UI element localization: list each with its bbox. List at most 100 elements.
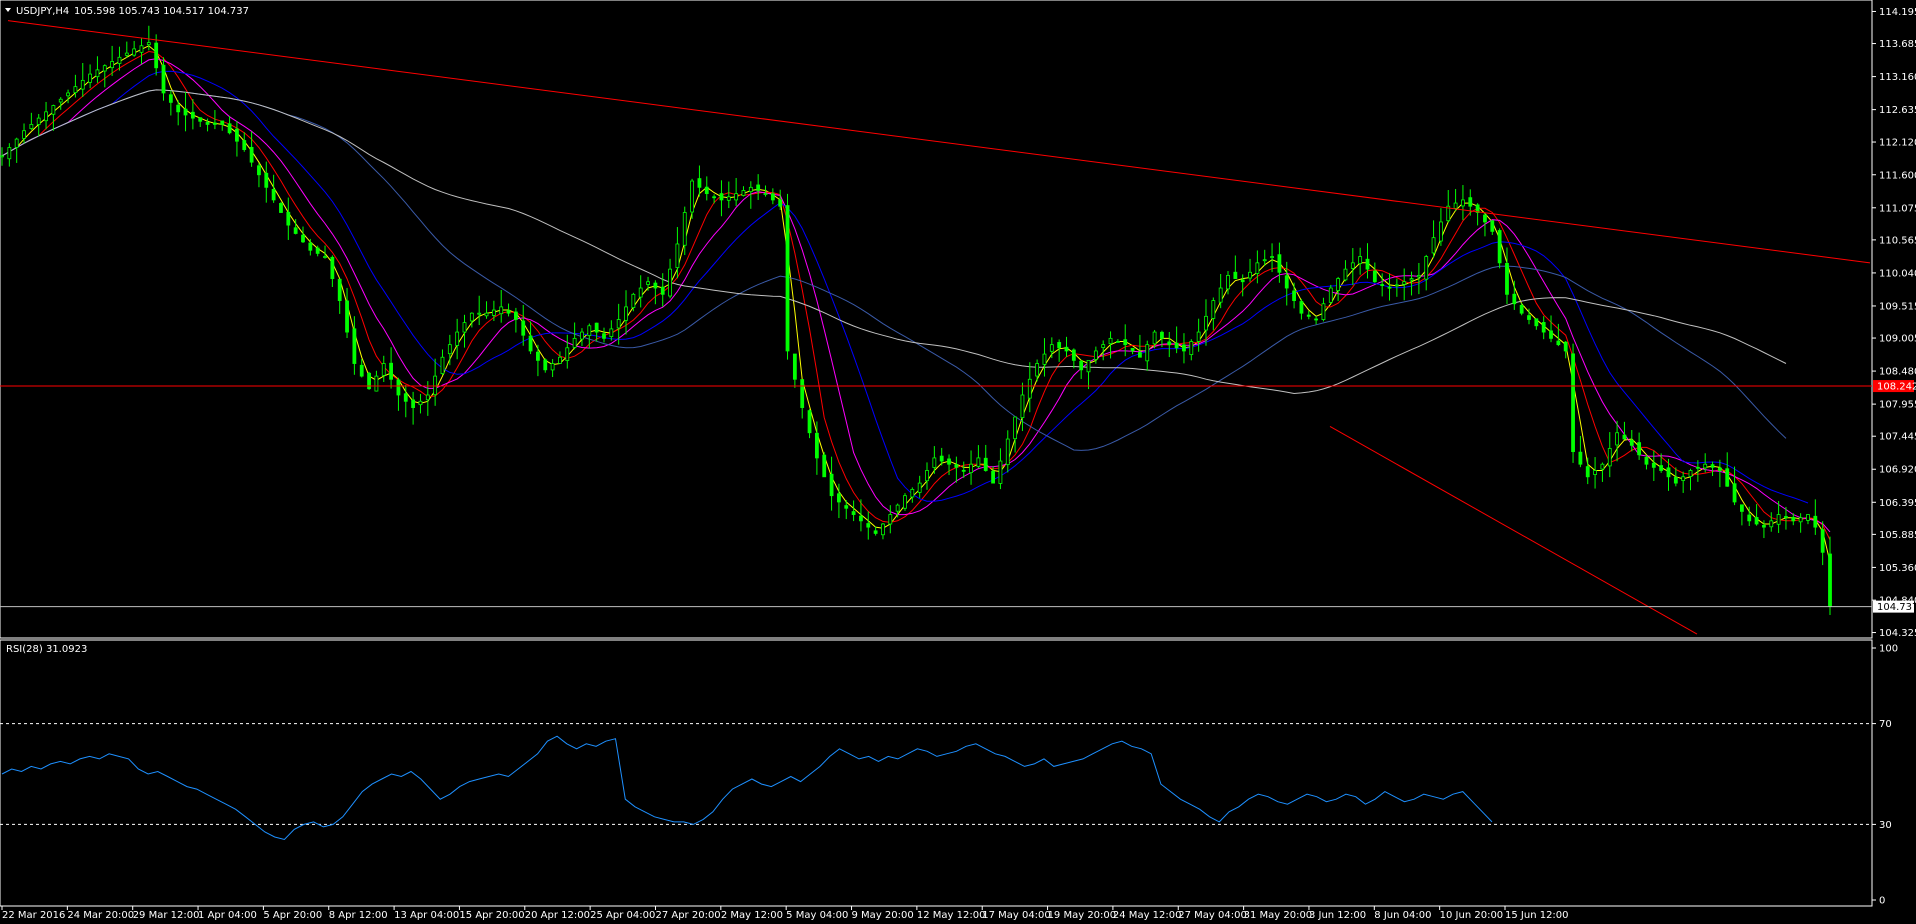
- price-axis: 114.195 113.685 113.160 112.635 112.120 111.6…: [1872, 7, 1916, 639]
- candle-body: [1681, 476, 1686, 481]
- candle-body: [1284, 275, 1289, 289]
- time-tick-label: 10 Jun 20:00: [1440, 910, 1504, 921]
- candle-body: [1248, 271, 1252, 279]
- candle-body: [183, 108, 188, 116]
- candle-body: [1784, 516, 1788, 519]
- candle-body: [1519, 304, 1524, 314]
- time-tick-label: 15 Jun 12:00: [1505, 910, 1569, 921]
- time-tick-label: 8 Apr 12:00: [329, 910, 388, 921]
- candle-body: [844, 505, 849, 509]
- candle-body: [1101, 344, 1106, 348]
- candle-body: [1710, 464, 1715, 468]
- candle-body: [279, 203, 283, 213]
- candle-body: [315, 247, 320, 254]
- candle-body: [1240, 279, 1245, 283]
- candle-body: [1071, 349, 1076, 361]
- candle-body: [1615, 432, 1620, 446]
- candle-body: [337, 278, 342, 302]
- dropdown-triangle-icon[interactable]: [5, 8, 11, 12]
- candle-body: [741, 190, 746, 196]
- candle-body: [653, 282, 658, 289]
- candle-body: [1262, 259, 1267, 262]
- candle-body: [1196, 331, 1201, 342]
- candle-body: [513, 311, 518, 320]
- candle-body: [638, 287, 643, 298]
- candle-body: [1226, 275, 1230, 290]
- candle-body: [1013, 416, 1018, 440]
- candle-body: [110, 61, 115, 69]
- time-tick-label: 3 Jun 12:00: [1309, 910, 1366, 921]
- price-tick-label: 110.040: [1879, 268, 1916, 279]
- price-tick-label: 113.685: [1879, 39, 1916, 50]
- rsi-tick-label: 100: [1879, 644, 1898, 655]
- time-tick-label: 20 Apr 12:00: [525, 910, 590, 921]
- candle-body: [1791, 516, 1796, 522]
- rsi-title: RSI(28) 31.0923: [6, 644, 87, 655]
- candle-body: [587, 325, 592, 337]
- rsi-panel[interactable]: [0, 639, 1873, 907]
- candle-body: [1659, 465, 1664, 471]
- support-price-tag: 108.242: [1877, 382, 1916, 393]
- candle-body: [1350, 262, 1355, 269]
- candle-body: [602, 333, 606, 339]
- candle-body: [660, 286, 665, 295]
- candle-body: [969, 463, 973, 473]
- candle-body: [1189, 341, 1194, 356]
- candle-body: [1651, 462, 1656, 468]
- candle-body: [1490, 220, 1495, 232]
- candle-body: [947, 458, 951, 465]
- candle-body: [1358, 256, 1363, 264]
- price-tick-label: 108.480: [1879, 367, 1916, 378]
- candle-body: [220, 120, 225, 125]
- candle-body: [1622, 434, 1627, 440]
- time-tick-label: 27 Apr 20:00: [655, 910, 720, 921]
- rsi-indicator: 100 70 30 0: [0, 644, 1898, 907]
- time-tick-label: 9 May 20:00: [852, 910, 914, 921]
- candle-body: [1064, 346, 1069, 352]
- candle-body: [881, 523, 885, 536]
- candle-body: [286, 211, 291, 226]
- price-tick-label: 109.515: [1879, 301, 1916, 312]
- candle-body: [447, 344, 452, 355]
- candle-body: [1527, 315, 1531, 320]
- price-tick-label: 105.885: [1879, 530, 1916, 541]
- candle-body: [1695, 466, 1700, 469]
- candle-body: [1461, 199, 1465, 207]
- candle-body: [469, 312, 474, 322]
- candle-body: [1292, 290, 1296, 302]
- candle-body: [88, 73, 92, 83]
- candle-body: [1820, 529, 1825, 553]
- candle-body: [132, 48, 137, 56]
- candle-body: [1717, 467, 1722, 471]
- candle-body: [36, 117, 41, 125]
- time-tick-label: 24 May 12:00: [1113, 910, 1182, 921]
- candle-body: [778, 199, 783, 207]
- candle-body: [1806, 514, 1810, 521]
- candle-body: [1549, 330, 1553, 339]
- candle-body: [1145, 344, 1150, 362]
- candle-body: [477, 312, 482, 315]
- price-tick-label: 114.195: [1879, 7, 1916, 18]
- candle-body: [528, 335, 533, 352]
- time-tick-label: 27 May 04:00: [1178, 910, 1247, 921]
- candle-body: [1394, 284, 1399, 287]
- candle-body: [859, 515, 863, 522]
- candle-body: [675, 243, 680, 268]
- candle-body: [910, 488, 915, 498]
- candle-body: [543, 359, 548, 371]
- candle-body: [932, 457, 937, 468]
- rsi-tick-label: 30: [1879, 820, 1892, 831]
- candle-body: [1571, 353, 1575, 453]
- candle-body: [301, 234, 305, 243]
- candle-body: [646, 281, 650, 285]
- candle-body: [991, 470, 995, 484]
- chart-header: USDJPY,H4 105.598 105.743 104.517 104.73…: [5, 6, 249, 17]
- drawn-lines[interactable]: [0, 20, 1872, 635]
- candle-body: [1042, 353, 1047, 365]
- candle-body: [837, 493, 841, 503]
- candle-body: [1563, 341, 1568, 352]
- price-panel[interactable]: [0, 0, 1873, 639]
- candle-body: [1512, 293, 1517, 305]
- candle-body: [345, 300, 349, 333]
